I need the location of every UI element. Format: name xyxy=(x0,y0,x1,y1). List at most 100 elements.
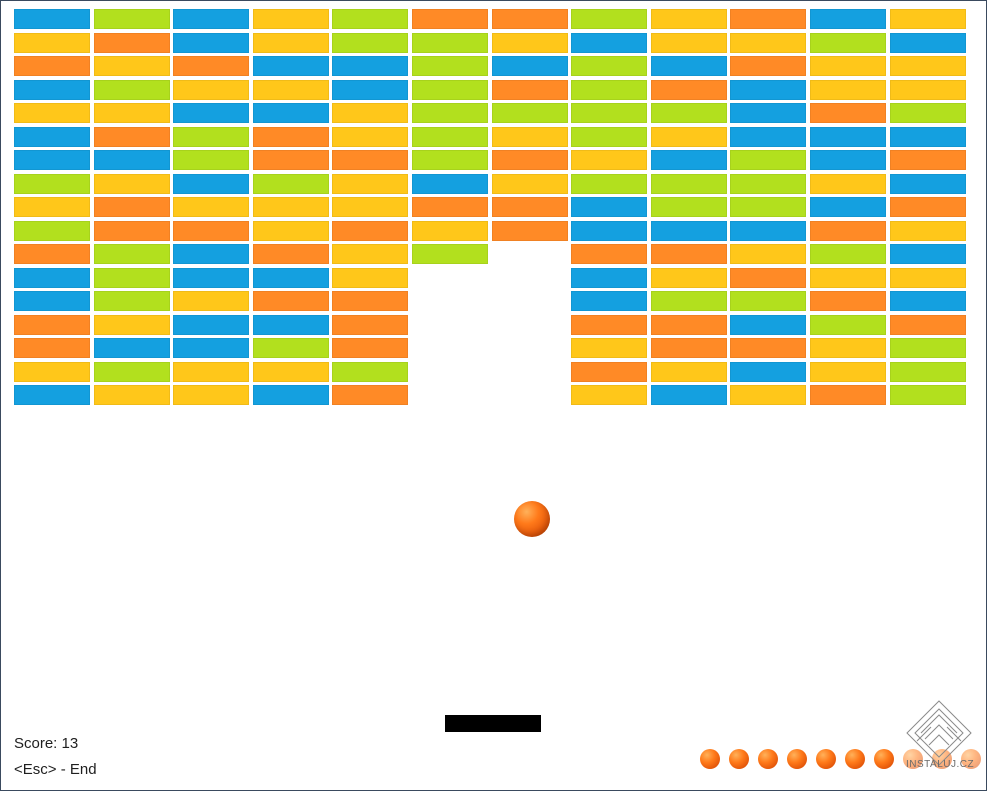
brick xyxy=(412,150,488,170)
lost-life-ball-icon xyxy=(903,749,923,769)
brick xyxy=(650,314,727,335)
brick xyxy=(571,244,648,264)
brick xyxy=(650,173,727,194)
brick xyxy=(889,291,966,311)
brick xyxy=(332,197,409,217)
brick xyxy=(173,385,250,405)
brick xyxy=(810,291,886,311)
brick xyxy=(650,267,727,288)
brick xyxy=(14,32,90,53)
brick xyxy=(332,173,409,194)
brick xyxy=(730,291,807,311)
brick xyxy=(889,244,966,264)
brick xyxy=(571,32,648,53)
brick xyxy=(650,197,727,217)
brick xyxy=(173,79,250,100)
brick xyxy=(412,173,488,194)
brick xyxy=(650,32,727,53)
brick xyxy=(810,385,886,405)
brick xyxy=(412,220,488,241)
brick xyxy=(252,338,329,358)
brick xyxy=(93,103,170,123)
brick xyxy=(571,56,648,76)
brick xyxy=(412,79,488,100)
brick xyxy=(571,314,648,335)
esc-hint: <Esc> - End xyxy=(14,761,97,778)
brick xyxy=(252,385,329,405)
brick xyxy=(332,244,409,264)
brick xyxy=(14,103,90,123)
score-display: Score: 13 xyxy=(14,735,79,752)
brick xyxy=(650,244,727,264)
brick xyxy=(810,79,886,100)
brick xyxy=(730,79,807,100)
brick xyxy=(730,103,807,123)
brick xyxy=(332,385,409,405)
brick xyxy=(93,338,170,358)
paddle[interactable] xyxy=(445,715,541,732)
brick xyxy=(810,9,886,29)
brick xyxy=(14,361,90,382)
brick xyxy=(173,220,250,241)
brick xyxy=(332,338,409,358)
brick xyxy=(650,103,727,123)
brick xyxy=(571,338,648,358)
brick xyxy=(173,150,250,170)
brick xyxy=(173,173,250,194)
brick xyxy=(93,361,170,382)
brick xyxy=(93,56,170,76)
brick xyxy=(730,314,807,335)
brick xyxy=(571,150,648,170)
brick xyxy=(14,150,90,170)
life-ball-icon xyxy=(729,749,749,769)
brick xyxy=(730,385,807,405)
brick xyxy=(810,173,886,194)
brick xyxy=(889,126,966,147)
brick-wall xyxy=(1,1,986,421)
brick xyxy=(173,126,250,147)
brick xyxy=(332,267,409,288)
brick xyxy=(252,361,329,382)
brick xyxy=(730,56,807,76)
brick xyxy=(252,9,329,29)
brick xyxy=(889,79,966,100)
brick xyxy=(173,244,250,264)
brick xyxy=(889,32,966,53)
brick xyxy=(491,173,568,194)
brick xyxy=(252,244,329,264)
brick xyxy=(173,291,250,311)
brick xyxy=(173,56,250,76)
brick xyxy=(810,314,886,335)
lost-life-ball-icon xyxy=(961,749,981,769)
brick xyxy=(14,244,90,264)
brick xyxy=(810,220,886,241)
brick xyxy=(93,385,170,405)
brick xyxy=(889,197,966,217)
brick xyxy=(252,103,329,123)
brick xyxy=(332,9,409,29)
brick xyxy=(571,385,648,405)
lost-life-ball-icon xyxy=(932,749,952,769)
brick xyxy=(412,9,488,29)
brick xyxy=(889,338,966,358)
brick xyxy=(571,291,648,311)
brick xyxy=(252,220,329,241)
brick xyxy=(14,291,90,311)
brick xyxy=(93,197,170,217)
brick xyxy=(173,314,250,335)
brick xyxy=(412,126,488,147)
brick xyxy=(491,103,568,123)
brick xyxy=(332,291,409,311)
brick xyxy=(93,32,170,53)
brick xyxy=(650,9,727,29)
brick xyxy=(810,150,886,170)
brick xyxy=(889,56,966,76)
brick xyxy=(252,79,329,100)
brick xyxy=(491,197,568,217)
brick xyxy=(14,9,90,29)
brick xyxy=(730,9,807,29)
brick xyxy=(571,220,648,241)
brick xyxy=(650,150,727,170)
brick xyxy=(412,56,488,76)
